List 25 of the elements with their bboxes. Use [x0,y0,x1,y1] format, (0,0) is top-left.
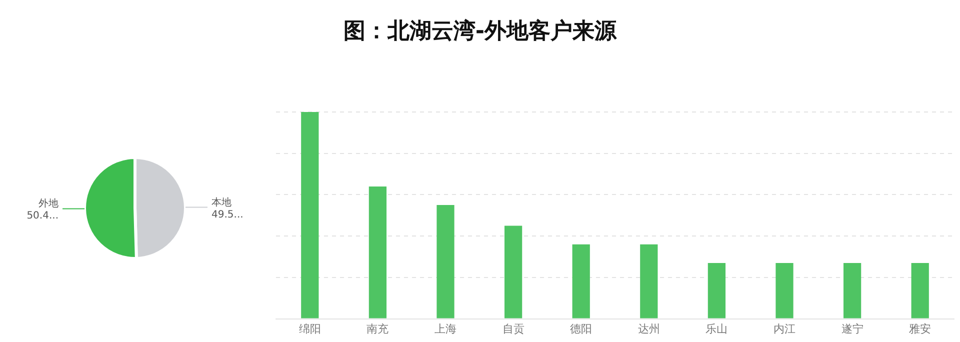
bar [640,244,658,318]
data-label: 50.4... [26,210,59,222]
x-tick-label: 南充 [366,322,389,336]
slice-label: 外地 [38,198,59,210]
bar [843,262,862,318]
x-tick-label: 绵阳 [298,322,321,336]
x-tick-label: 达州 [638,322,660,336]
x-tick-label: 上海 [434,322,456,336]
x-tick-label: 雅安 [909,322,932,336]
bar [436,205,454,318]
bar [708,262,726,318]
data-label: 49.5... [211,209,244,220]
x-tick-label: 乐山 [706,322,728,336]
bar [572,244,590,318]
bar [911,262,929,318]
x-tick-label: 自贡 [502,322,524,336]
x-tick-label: 德阳 [570,322,592,336]
x-tick-label: 遂宁 [841,322,864,336]
slice-label: 本地 [211,196,232,208]
bar [776,262,794,318]
chart-title: 图：北湖云湾-外地客户来源 [342,18,618,46]
bar [368,186,387,318]
bar [301,112,319,318]
x-tick-label: 内江 [774,322,796,336]
bar [504,226,522,318]
